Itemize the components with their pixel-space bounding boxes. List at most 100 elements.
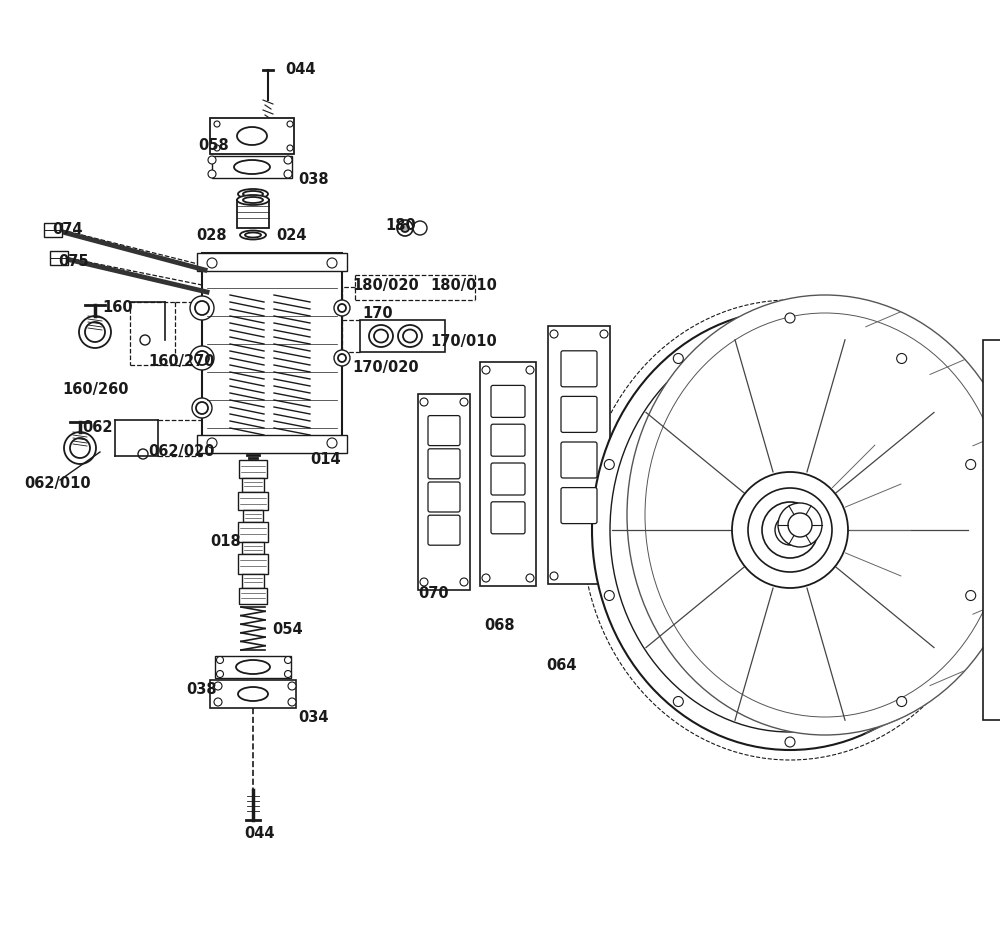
Bar: [210, 118, 294, 154]
Ellipse shape: [234, 160, 270, 174]
Bar: [903, 418, 951, 462]
Bar: [847, 662, 891, 710]
Circle shape: [550, 572, 558, 580]
FancyBboxPatch shape: [491, 463, 525, 495]
Bar: [629, 418, 677, 462]
Circle shape: [673, 353, 683, 363]
Ellipse shape: [645, 313, 1000, 717]
Circle shape: [190, 346, 214, 370]
Circle shape: [195, 351, 209, 365]
FancyBboxPatch shape: [561, 396, 597, 432]
Text: 075: 075: [58, 254, 89, 269]
Text: 160/270: 160/270: [148, 354, 214, 369]
Circle shape: [70, 438, 90, 458]
Text: 038: 038: [298, 172, 329, 187]
FancyBboxPatch shape: [491, 424, 525, 456]
Bar: [210, 680, 296, 708]
Circle shape: [285, 670, 292, 678]
Circle shape: [604, 459, 614, 470]
Bar: [929, 515, 967, 545]
Circle shape: [334, 300, 350, 316]
Circle shape: [85, 322, 105, 342]
Circle shape: [762, 502, 818, 558]
Ellipse shape: [403, 330, 417, 342]
Text: 014: 014: [310, 452, 341, 467]
Circle shape: [327, 258, 337, 268]
Text: 180: 180: [385, 218, 416, 233]
Circle shape: [778, 503, 822, 547]
Circle shape: [64, 432, 96, 464]
Ellipse shape: [240, 230, 266, 240]
Circle shape: [338, 354, 346, 362]
Ellipse shape: [238, 687, 268, 701]
Text: 160: 160: [102, 300, 133, 315]
Circle shape: [216, 656, 224, 664]
Circle shape: [287, 121, 293, 127]
Text: 068: 068: [484, 618, 515, 633]
Bar: [215, 656, 291, 678]
Bar: [242, 574, 264, 588]
Bar: [238, 522, 268, 542]
Circle shape: [79, 316, 111, 348]
Circle shape: [413, 221, 427, 235]
Text: 024: 024: [276, 228, 306, 243]
Ellipse shape: [243, 191, 263, 197]
Circle shape: [460, 398, 468, 406]
Circle shape: [482, 366, 490, 374]
Bar: [903, 597, 951, 642]
Bar: [480, 362, 536, 586]
Circle shape: [207, 258, 217, 268]
Ellipse shape: [236, 660, 270, 674]
Circle shape: [216, 670, 224, 678]
Circle shape: [207, 438, 217, 448]
Circle shape: [788, 513, 812, 537]
Text: 062: 062: [82, 420, 112, 435]
Text: 180/020: 180/020: [352, 278, 419, 293]
Circle shape: [195, 301, 209, 315]
Ellipse shape: [369, 325, 393, 347]
Bar: [847, 350, 891, 398]
Bar: [239, 588, 267, 604]
Circle shape: [140, 335, 150, 345]
Circle shape: [775, 515, 805, 545]
Circle shape: [397, 220, 413, 236]
Circle shape: [420, 398, 428, 406]
Text: 062/020: 062/020: [148, 444, 214, 459]
Bar: [548, 326, 610, 584]
Bar: [983, 340, 1000, 720]
Circle shape: [526, 366, 534, 374]
FancyBboxPatch shape: [428, 416, 460, 445]
Text: 054: 054: [272, 622, 303, 637]
Bar: [689, 350, 733, 398]
Circle shape: [785, 313, 795, 323]
Bar: [418, 394, 470, 590]
Bar: [629, 597, 677, 642]
Circle shape: [208, 156, 216, 164]
Circle shape: [214, 698, 222, 706]
Ellipse shape: [374, 330, 388, 342]
Circle shape: [284, 156, 292, 164]
Circle shape: [460, 578, 468, 586]
Ellipse shape: [238, 189, 268, 199]
Circle shape: [284, 170, 292, 178]
Circle shape: [214, 145, 220, 151]
Bar: [243, 510, 263, 522]
Bar: [239, 460, 267, 478]
Circle shape: [673, 696, 683, 706]
FancyBboxPatch shape: [561, 487, 597, 524]
Text: 038: 038: [186, 682, 217, 697]
Circle shape: [214, 682, 222, 690]
Text: 064: 064: [546, 658, 576, 673]
FancyBboxPatch shape: [561, 350, 597, 387]
Circle shape: [138, 449, 148, 459]
Circle shape: [600, 330, 608, 338]
FancyBboxPatch shape: [428, 449, 460, 479]
FancyBboxPatch shape: [491, 501, 525, 534]
Circle shape: [288, 682, 296, 690]
Bar: [775, 331, 805, 369]
Bar: [360, 320, 445, 352]
Ellipse shape: [627, 295, 1000, 735]
Circle shape: [401, 224, 409, 232]
Circle shape: [897, 696, 907, 706]
Circle shape: [748, 488, 832, 572]
